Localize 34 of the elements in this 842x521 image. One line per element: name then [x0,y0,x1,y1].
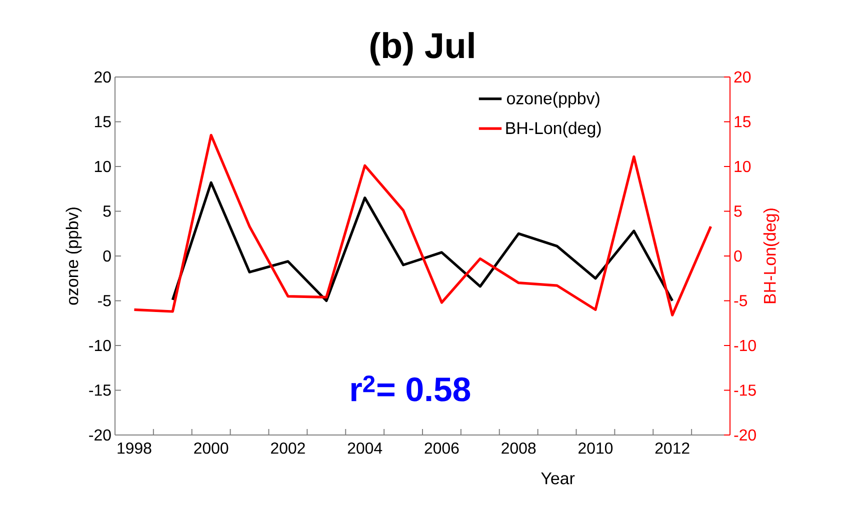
x-tick-label: 1998 [118,442,152,454]
y-axis-title: ozone (ppbv) [66,208,82,305]
y2-tick-label: 5 [734,206,742,217]
y-tick-label: 20 [94,71,111,83]
y2-tick-label: 0 [734,250,742,262]
x-tick-label: 2012 [655,442,690,454]
x-tick-label: 2006 [424,442,459,454]
y-tick-label: -5 [98,295,111,306]
x-tick-label: 2002 [271,442,305,454]
legend-label: ozone(ppbv) [506,92,600,108]
y-tick-label: -10 [89,340,111,352]
x-tick-label: 2008 [502,442,536,454]
annotation: r$^{2}$= 0.58 [351,376,470,402]
x-tick-label: 2010 [578,442,613,454]
y2-tick-label: 15 [734,116,751,128]
y2-tick-label: 10 [734,160,751,172]
x-axis-title: Year [541,472,575,484]
y-tick-label: -20 [89,429,111,441]
chart-title: (b) Jul [370,32,474,66]
y2-axis-title: BH-Lon(deg) [763,208,780,304]
y-tick-label: 0 [103,250,111,262]
y-tick-label: 5 [103,206,111,217]
y-tick-label: -15 [89,384,111,396]
y2-tick-label: -15 [734,384,756,396]
y2-tick-label: -10 [734,340,756,352]
y2-tick-label: 20 [734,71,751,83]
y-tick-label: 15 [94,116,111,128]
legend-label: BH-Lon(deg) [506,122,601,138]
y-tick-label: 10 [94,160,111,172]
line-series [171,181,674,302]
y2-tick-label: -20 [734,429,756,441]
x-tick-label: 2000 [194,442,228,454]
y2-tick-label: -5 [734,295,748,306]
x-tick-label: 2004 [348,442,382,454]
